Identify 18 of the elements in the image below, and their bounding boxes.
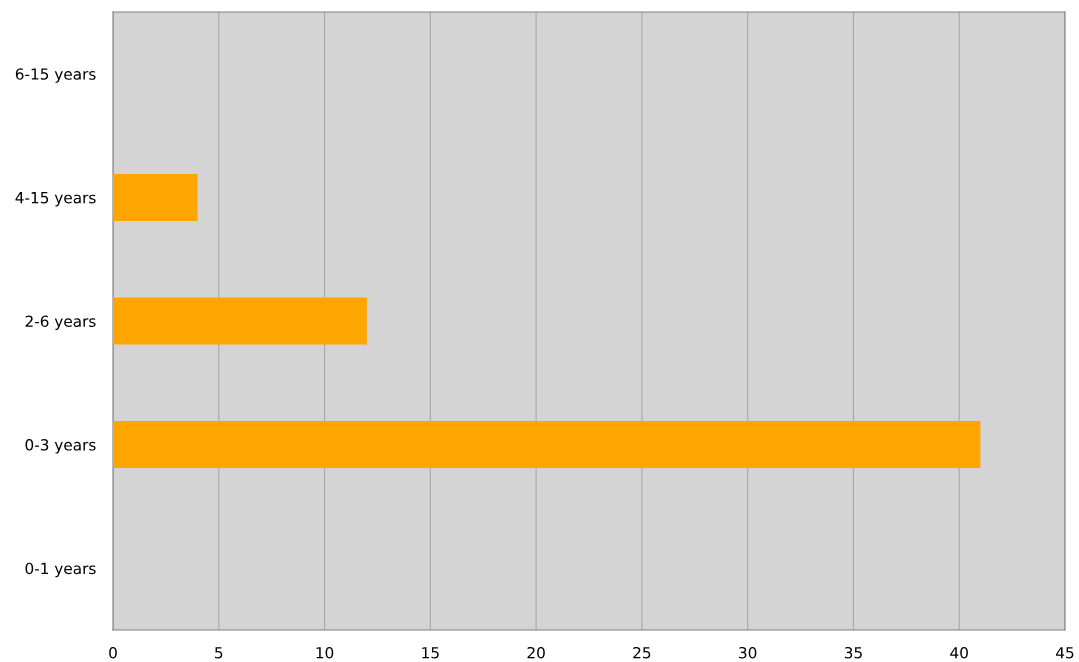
y-tick-label: 0-1 years [25, 562, 96, 578]
x-tick-label: 35 [844, 646, 862, 659]
bar [113, 421, 981, 469]
x-tick-label: 15 [422, 647, 439, 659]
x-tick-label: 0 [109, 646, 117, 659]
x-tick-label: 30 [739, 646, 757, 659]
y-tick-label: 0-3 years [25, 439, 96, 454]
x-tick-label: 5 [215, 647, 223, 659]
x-tick-label: 20 [527, 646, 545, 659]
x-tick-label: 10 [316, 646, 334, 659]
y-tick-label: 6-15 years [15, 68, 96, 83]
y-tick-label: 2-6 years [25, 315, 96, 330]
x-tick-label: 40 [950, 646, 968, 659]
x-tick-label: 25 [633, 646, 651, 659]
bar [113, 297, 367, 345]
bar [113, 173, 198, 221]
x-tick-label: 45 [1056, 647, 1074, 659]
y-tick-label: 4-15 years [15, 192, 96, 207]
